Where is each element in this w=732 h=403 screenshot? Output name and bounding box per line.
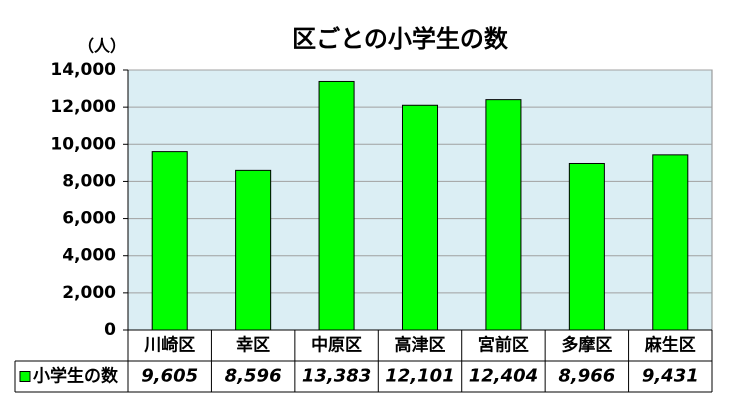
legend-label: 小学生の数 <box>33 366 119 387</box>
bar <box>652 154 689 331</box>
y-tick-label: 14,000 <box>50 60 116 80</box>
chart-title: 区ごとの小学生の数 <box>292 25 509 53</box>
legend-key <box>19 371 31 382</box>
bar <box>235 169 272 331</box>
x-tick-label: 高津区 <box>395 335 446 356</box>
y-tick-label: 2,000 <box>62 283 116 303</box>
value-label: 9,605 <box>141 366 198 387</box>
y-tick-label: 8,000 <box>62 171 116 191</box>
bar <box>401 104 439 331</box>
value-label: 13,383 <box>302 366 371 387</box>
value-label: 12,404 <box>469 366 538 387</box>
y-tick-label: 10,000 <box>50 134 116 154</box>
value-label: 8,966 <box>558 366 615 387</box>
y-tick-label: 0 <box>104 320 116 340</box>
value-label: 8,596 <box>225 366 282 387</box>
x-tick-label: 宮前区 <box>478 335 529 356</box>
bar <box>485 99 522 331</box>
x-tick-label: 中原区 <box>311 335 362 356</box>
y-tick-label: 6,000 <box>62 209 116 229</box>
y-tick-label: 12,000 <box>50 97 116 117</box>
y-tick-label: 4,000 <box>62 246 116 266</box>
x-tick-label: 多摩区 <box>561 335 612 356</box>
x-tick-label: 川崎区 <box>143 335 195 356</box>
bar <box>568 162 605 331</box>
y-axis-label: （人） <box>78 37 126 56</box>
value-label: 12,101 <box>385 366 454 387</box>
x-tick-label: 幸区 <box>236 335 270 356</box>
bar <box>318 80 355 331</box>
value-label: 9,431 <box>642 366 699 387</box>
bar <box>151 151 188 331</box>
x-tick-label: 麻生区 <box>644 335 696 356</box>
